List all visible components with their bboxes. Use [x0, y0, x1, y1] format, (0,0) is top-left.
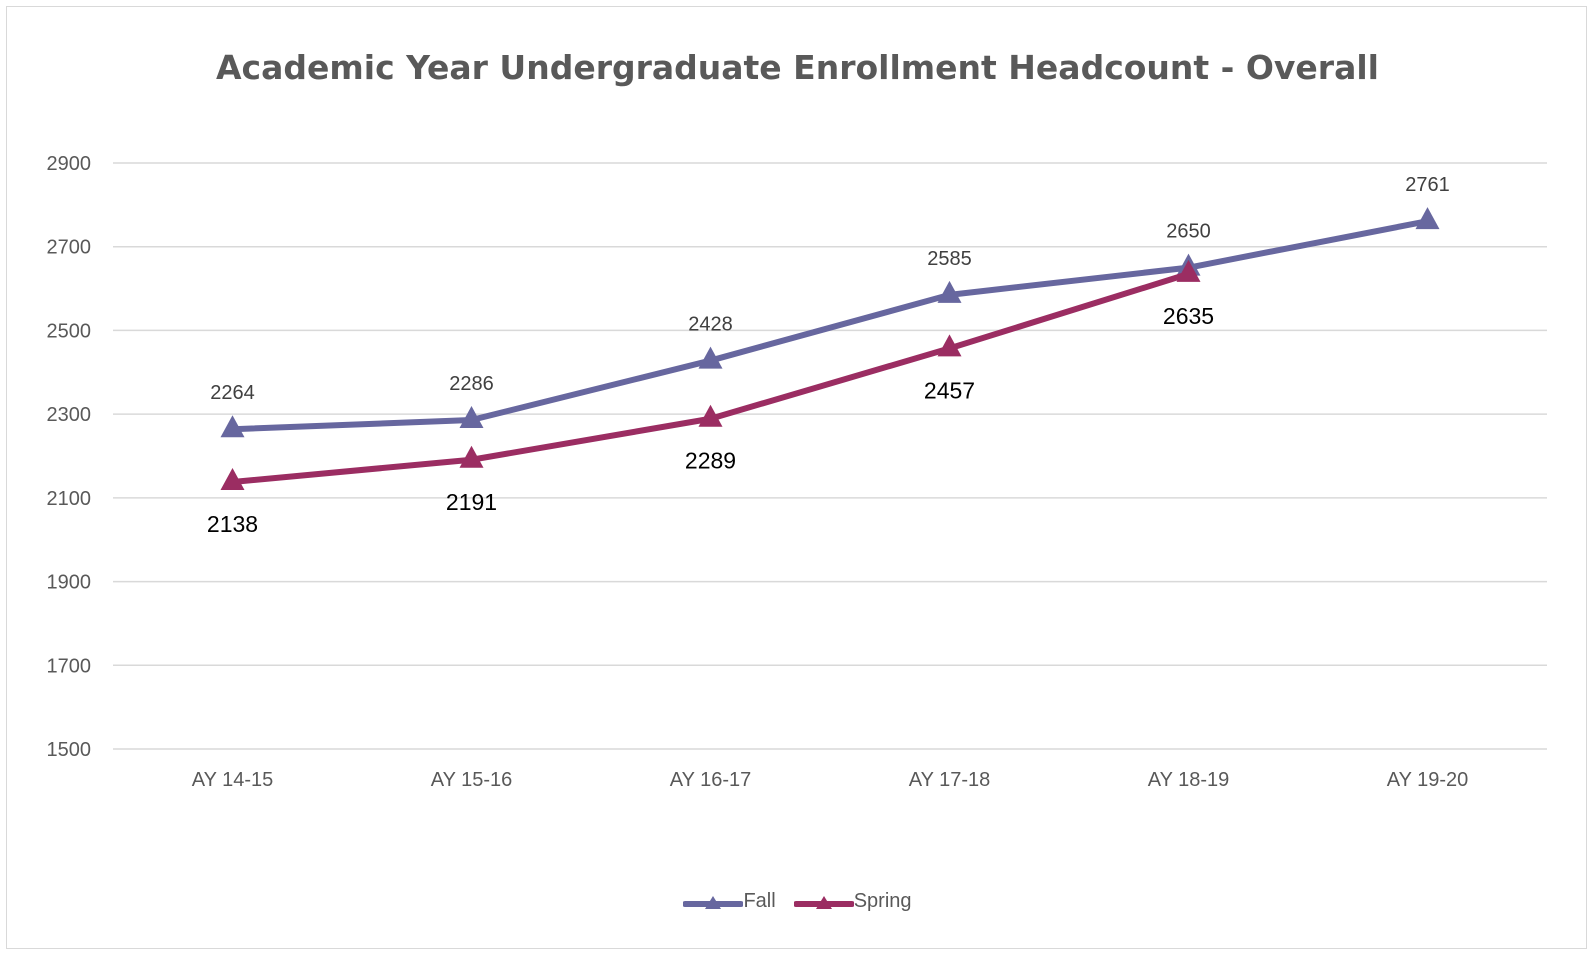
data-point-spring: [1176, 259, 1201, 282]
data-point-spring: [220, 467, 245, 490]
data-label-spring: 2635: [1163, 303, 1214, 329]
data-point-fall: [220, 415, 245, 438]
x-tick-label: AY 18-19: [1148, 769, 1230, 791]
legend-item-spring: Spring: [793, 890, 912, 913]
y-tick-label: 2900: [47, 153, 92, 175]
y-tick-label: 1500: [47, 739, 92, 761]
data-label-fall: 2428: [688, 314, 733, 336]
x-tick-label: AY 16-17: [670, 769, 752, 791]
data-label-spring: 2138: [207, 511, 258, 537]
x-tick-label: AY 17-18: [909, 769, 991, 791]
x-tick-label: AY 14-15: [192, 769, 274, 791]
legend-label-spring: Spring: [853, 890, 912, 912]
data-point-spring: [698, 404, 723, 427]
data-point-fall: [459, 406, 484, 429]
data-point-spring: [937, 334, 962, 357]
chart-title: Academic Year Undergraduate Enrollment H…: [216, 48, 1379, 87]
y-tick-label: 1900: [47, 572, 92, 594]
y-tick-label: 2100: [47, 488, 92, 510]
x-tick-label: AY 15-16: [431, 769, 513, 791]
data-label-fall: 2585: [927, 248, 972, 270]
data-point-fall: [698, 346, 723, 369]
legend-label-fall: Fall: [743, 890, 776, 912]
x-tick-label: AY 19-20: [1387, 769, 1469, 791]
series-line-fall: [229, 218, 1431, 433]
legend-swatch-spring: [793, 895, 854, 909]
legend-swatch-fall: [683, 895, 744, 909]
data-point-spring: [459, 445, 484, 468]
data-point-fall: [937, 280, 962, 303]
data-point-fall: [1415, 207, 1440, 230]
data-label-spring: 2191: [446, 489, 497, 515]
data-label-spring: 2457: [924, 377, 975, 403]
legend: Fall Spring: [0, 890, 1595, 913]
y-tick-label: 2700: [47, 237, 92, 259]
y-tick-label: 2500: [47, 320, 92, 342]
y-tick-label: 2300: [47, 404, 92, 426]
data-label-fall: 2286: [449, 373, 494, 395]
data-label-fall: 2264: [210, 382, 255, 404]
y-tick-label: 1700: [47, 655, 92, 677]
data-label-spring: 2289: [685, 448, 736, 474]
legend-item-fall: Fall: [683, 890, 776, 913]
data-label-fall: 2761: [1405, 174, 1450, 196]
data-label-fall: 2650: [1166, 221, 1211, 243]
